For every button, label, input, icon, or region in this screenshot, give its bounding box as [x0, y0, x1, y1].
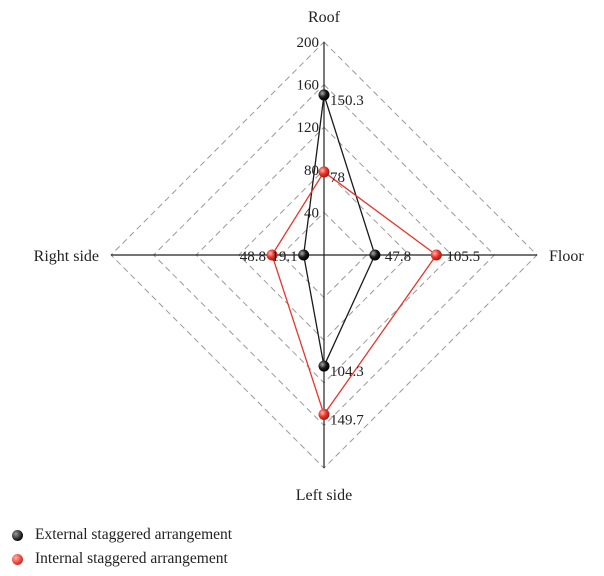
tick-label-160: 160	[297, 78, 320, 94]
tick-label-120: 120	[297, 120, 320, 136]
legend-marker-internal	[12, 553, 23, 565]
data-label-0-2: 104.3	[330, 364, 364, 380]
axes-layer	[111, 42, 537, 468]
legend-marker-external	[12, 529, 23, 541]
data-point-1-1	[430, 249, 442, 261]
axis-name-floor: Floor	[549, 248, 584, 265]
tick-label-40: 40	[304, 205, 319, 221]
series-layer	[266, 89, 442, 420]
tick-labels: 40 80 120 160 200	[297, 35, 320, 221]
data-point-0-3	[298, 249, 310, 261]
data-point-1-3	[266, 249, 278, 261]
data-point-0-0	[318, 89, 330, 101]
data-label-0-1: 47.8	[385, 249, 411, 265]
legend-label-external: External staggered arrangement	[35, 526, 233, 543]
tick-label-200: 200	[297, 35, 320, 51]
tick-label-80: 80	[304, 163, 319, 179]
axis-name-right-side: Right side	[34, 248, 99, 265]
data-point-0-1	[369, 249, 381, 261]
axis-name-roof: Roof	[308, 9, 341, 26]
data-labels: 150.3 47.8 104.3 19.1 78 105.5 149.7 48.8	[240, 93, 480, 429]
data-point-1-2	[318, 408, 330, 420]
data-label-1-0: 78	[330, 170, 345, 186]
data-label-0-3: 19.1	[271, 249, 297, 265]
data-point-1-0	[318, 166, 330, 178]
legend-label-internal: Internal staggered arrangement	[35, 550, 228, 567]
data-label-1-2: 149.7	[330, 412, 364, 428]
data-point-0-2	[318, 360, 330, 372]
data-label-1-3: 48.8	[240, 249, 266, 265]
legend-item-internal: Internal staggered arrangement	[12, 547, 232, 571]
legend-item-external: External staggered arrangement	[12, 523, 232, 547]
data-label-1-1: 105.5	[446, 249, 480, 265]
data-label-0-0: 150.3	[330, 93, 364, 109]
axis-name-left-side: Left side	[296, 487, 352, 504]
legend: External staggered arrangement Internal …	[12, 523, 232, 571]
axis-names: Roof Floor Left side Right side	[34, 9, 585, 504]
